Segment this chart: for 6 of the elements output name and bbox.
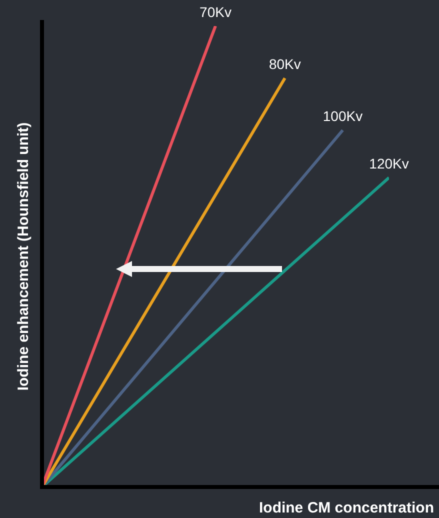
y-axis-title: Iodine enhancement (Hounsfield unit) [15, 122, 32, 391]
series-label: 120Kv [369, 156, 409, 172]
series-label: 70Kv [200, 4, 232, 20]
series-label: 100Kv [322, 108, 363, 124]
x-axis-title: Iodine CM concentration [258, 500, 434, 517]
series-label: 80Kv [268, 56, 301, 72]
